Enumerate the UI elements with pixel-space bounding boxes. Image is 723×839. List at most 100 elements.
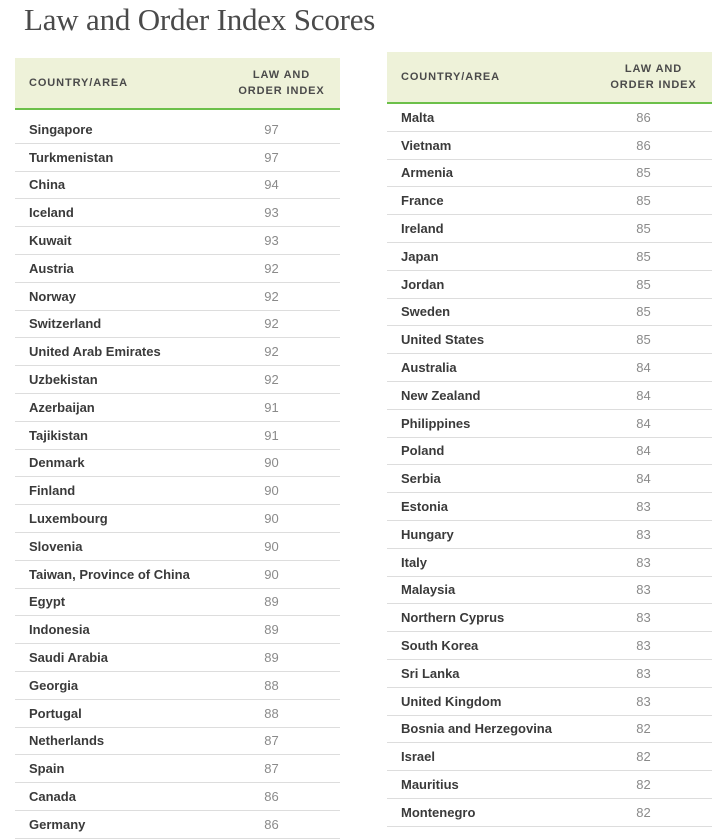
country-name: Egypt	[29, 594, 66, 610]
country-name: Kuwait	[29, 233, 72, 249]
table-row: Denmark 90	[15, 450, 340, 478]
country-name: Uzbekistan	[29, 372, 98, 388]
index-score: 93	[264, 233, 279, 249]
table-row: Switzerland 92	[15, 311, 340, 339]
table-row: Netherlands 87	[15, 728, 340, 756]
index-score: 92	[264, 372, 279, 388]
column-header-country: COUNTRY/AREA	[29, 77, 129, 89]
table-row: Kuwait 93	[15, 227, 340, 255]
index-score: 87	[264, 733, 279, 749]
table-row: China 94	[15, 172, 340, 200]
table-row: Uzbekistan 92	[15, 366, 340, 394]
table-row: Italy 83	[387, 549, 712, 577]
index-score: 82	[636, 804, 651, 820]
country-name: Germany	[29, 816, 86, 832]
index-score: 84	[636, 387, 651, 403]
country-name: Norway	[29, 288, 76, 304]
table-row: Ireland 85	[387, 215, 712, 243]
country-name: Estonia	[401, 499, 448, 515]
country-name: Denmark	[29, 455, 85, 471]
table-header: COUNTRY/AREA LAW AND ORDER INDEX	[387, 52, 712, 104]
table-row: Slovenia 90	[15, 533, 340, 561]
country-name: United Kingdom	[401, 693, 502, 709]
country-name: Azerbaijan	[29, 399, 95, 415]
index-score: 85	[636, 332, 651, 348]
country-name: Taiwan, Province of China	[29, 566, 190, 582]
table-row: Egypt 89	[15, 589, 340, 617]
index-score: 84	[636, 415, 651, 431]
index-score: 83	[636, 554, 651, 570]
country-name: Vietnam	[401, 137, 452, 153]
index-score: 85	[636, 221, 651, 237]
index-score: 93	[264, 205, 279, 221]
index-score: 83	[636, 638, 651, 654]
column-header-country: COUNTRY/AREA	[401, 71, 501, 83]
country-name: China	[29, 177, 66, 193]
index-score: 88	[264, 677, 279, 693]
table-row: Vietnam 86	[387, 132, 712, 160]
index-score: 92	[264, 288, 279, 304]
index-score: 85	[636, 276, 651, 292]
country-name: United Arab Emirates	[29, 344, 161, 360]
column-header-index: LAW AND ORDER INDEX	[610, 63, 697, 91]
country-name: France	[401, 193, 444, 209]
index-score: 90	[264, 538, 279, 554]
country-name: Jordan	[401, 276, 445, 292]
table-row: South Korea 83	[387, 632, 712, 660]
table-row: Singapore 97	[15, 116, 340, 144]
index-score: 89	[264, 622, 279, 638]
country-name: South Korea	[401, 638, 479, 654]
country-name: Ireland	[401, 221, 444, 237]
index-score: 85	[636, 193, 651, 209]
index-score: 84	[636, 360, 651, 376]
country-name: Armenia	[401, 165, 454, 181]
index-score: 90	[264, 455, 279, 471]
country-name: Spain	[29, 761, 65, 777]
table-row: Bosnia and Herzegovina 82	[387, 716, 712, 744]
table-row: Norway 92	[15, 283, 340, 311]
country-name: Portugal	[29, 705, 82, 721]
country-name: Japan	[401, 248, 439, 264]
index-score: 92	[264, 344, 279, 360]
table-row: Estonia 83	[387, 493, 712, 521]
country-name: Israel	[401, 749, 435, 765]
index-score: 85	[636, 165, 651, 181]
table-body: Malta 86 Vietnam 86 Armenia 85 France 85 Ireland…	[387, 104, 712, 827]
country-name: Australia	[401, 360, 457, 376]
table-row: Philippines 84	[387, 410, 712, 438]
country-name: Tajikistan	[29, 427, 89, 443]
index-score: 89	[264, 594, 279, 610]
index-score: 92	[264, 316, 279, 332]
table-row: Mauritius 82	[387, 771, 712, 799]
index-score: 92	[264, 260, 279, 276]
country-name: Austria	[29, 260, 74, 276]
country-name: Finland	[29, 483, 76, 499]
table-row: Armenia 85	[387, 160, 712, 188]
country-name: Bosnia and Herzegovina	[401, 721, 552, 737]
table-row: Tajikistan 91	[15, 422, 340, 450]
left-score-table: COUNTRY/AREA LAW AND ORDER INDEX Singapo…	[15, 58, 340, 839]
table-row: Australia 84	[387, 354, 712, 382]
table-row: France 85	[387, 187, 712, 216]
country-name: United States	[401, 332, 485, 348]
table-row: Canada 86	[15, 783, 340, 811]
index-score: 91	[264, 427, 279, 443]
table-row: Hungary 83	[387, 521, 712, 549]
table-row: Malaysia 83	[387, 577, 712, 605]
country-name: New Zealand	[401, 387, 481, 403]
table-row: Iceland 93	[15, 199, 340, 228]
table-row: Japan 85	[387, 243, 712, 271]
country-name: Italy	[401, 554, 428, 570]
table-row: Taiwan, Province of China 90	[15, 561, 340, 589]
country-name: Canada	[29, 789, 76, 805]
index-score: 87	[264, 761, 279, 777]
index-score: 84	[636, 471, 651, 487]
index-score: 86	[636, 109, 651, 125]
index-score: 83	[636, 526, 651, 542]
index-score: 84	[636, 443, 651, 459]
index-score: 91	[264, 399, 279, 415]
table-row: Sweden 85	[387, 299, 712, 327]
table-row: Finland 90	[15, 477, 340, 506]
country-name: Indonesia	[29, 622, 90, 638]
country-name: Netherlands	[29, 733, 105, 749]
